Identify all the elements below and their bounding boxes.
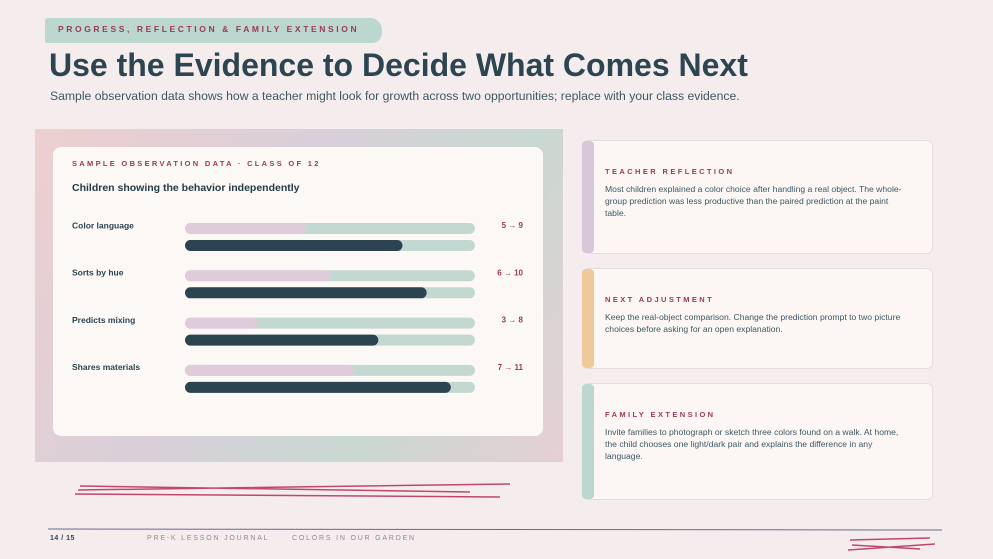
footer-unit: COLORS IN OUR GARDEN — [292, 535, 416, 542]
bar — [185, 317, 258, 329]
card-title: TEACHER REFLECTION — [605, 167, 735, 176]
bar — [185, 270, 330, 282]
value-label: 5 → 9 — [502, 221, 524, 230]
slide-title: Use the Evidence to Decide What Comes Ne… — [49, 47, 748, 83]
page-number: 14 / 15 — [50, 535, 75, 542]
bar — [185, 334, 379, 346]
kicker: PROGRESS, REFLECTION & FAMILY EXTENSION — [58, 24, 360, 34]
chart-subtitle: Children showing the behavior independen… — [72, 182, 300, 194]
card-body: Invite families to photograph or sketch … — [605, 427, 899, 461]
row-label: Color language — [72, 220, 134, 230]
card-body: Most children explained a color choice a… — [605, 184, 902, 218]
value-label: 7 → 11 — [498, 363, 524, 372]
footer-journal: PRE-K LESSON JOURNAL — [147, 535, 270, 542]
bar — [185, 381, 451, 393]
row-label: Predicts mixing — [72, 315, 135, 325]
bar — [185, 364, 355, 376]
scribble — [847, 537, 936, 551]
slide-subtitle: Sample observation data shows how a teac… — [50, 89, 740, 103]
card-title: NEXT ADJUSTMENT — [605, 295, 715, 304]
footer-rule — [47, 528, 943, 531]
chart-title: SAMPLE OBSERVATION DATA · CLASS OF 12 — [72, 159, 321, 168]
bar-track — [185, 317, 475, 329]
value-label: 6 → 10 — [497, 268, 523, 277]
bar — [185, 240, 403, 251]
card-accent — [582, 269, 594, 368]
card-accent — [582, 384, 594, 499]
kicker-band — [45, 18, 382, 43]
note-card: TEACHER REFLECTION Most children explaine… — [582, 140, 933, 254]
row-label: Shares materials — [72, 362, 140, 372]
bar — [185, 223, 306, 234]
bar — [185, 287, 427, 299]
value-label: 3 → 8 — [502, 316, 524, 325]
scribble — [74, 483, 511, 498]
row-label: Sorts by hue — [72, 268, 124, 278]
card-body: Keep the real-object comparison. Change … — [605, 312, 901, 334]
note-card: FAMILY EXTENSION Invite families to photo… — [582, 383, 933, 500]
card-title: FAMILY EXTENSION — [605, 410, 716, 419]
card-accent — [582, 141, 594, 253]
note-card: NEXT ADJUSTMENT Keep the real-object comp… — [582, 268, 933, 369]
